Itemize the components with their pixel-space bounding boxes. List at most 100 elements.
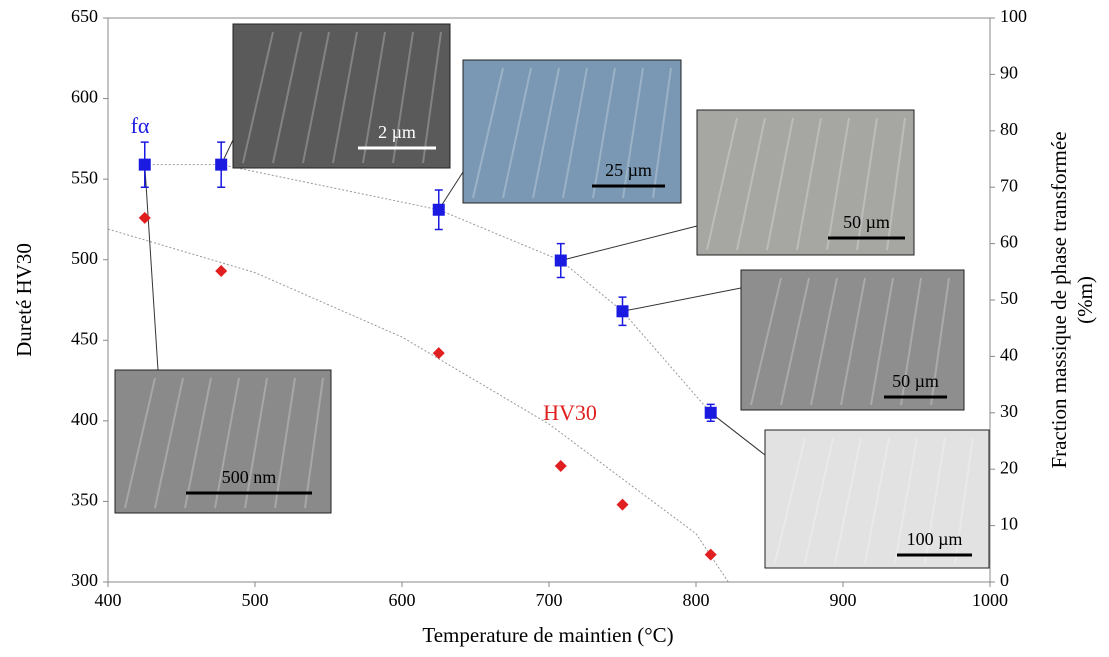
y2-tick-label: 100	[1000, 6, 1027, 26]
x-tick-label: 700	[536, 590, 563, 610]
micrograph-texture	[864, 437, 890, 564]
series-label: HV30	[543, 400, 597, 425]
micrograph-inset	[232, 23, 451, 169]
micrograph-texture	[954, 437, 974, 564]
micrograph-texture	[886, 117, 906, 251]
micrograph-texture	[774, 437, 806, 564]
micrograph-texture	[622, 67, 644, 199]
micrograph-texture	[750, 277, 782, 406]
micrograph-texture	[930, 277, 950, 406]
data-point	[616, 305, 629, 318]
data-point	[138, 158, 151, 171]
micrograph-texture	[652, 67, 672, 199]
micrograph-texture	[924, 437, 946, 564]
x-tick-label: 600	[389, 590, 416, 610]
data-point	[704, 406, 717, 419]
trend-line	[144, 164, 712, 414]
inset-connector	[144, 164, 159, 371]
micrograph-texture	[894, 437, 918, 564]
micrograph-texture	[332, 31, 358, 164]
y2-tick-label: 60	[1000, 232, 1018, 252]
y2-tick-label: 90	[1000, 63, 1018, 83]
x-axis-title: Temperature de maintien (°C)	[422, 623, 673, 647]
micrograph-texture	[304, 377, 324, 509]
inset-connector	[560, 225, 698, 262]
y2-tick-label: 70	[1000, 175, 1018, 195]
micrograph-inset	[696, 109, 915, 256]
micrograph-texture	[840, 277, 866, 406]
y2-tick-label: 20	[1000, 457, 1018, 477]
scale-label: 2 µm	[378, 122, 416, 142]
scale-label: 50 µm	[892, 371, 939, 391]
y2-tick-label: 80	[1000, 119, 1018, 139]
y-axis-title: Dureté HV30	[12, 243, 36, 357]
y2-axis-title: (%m)	[1073, 276, 1097, 324]
micrograph-texture	[184, 377, 212, 509]
x-tick-label: 900	[830, 590, 857, 610]
y2-tick-label: 10	[1000, 514, 1018, 534]
data-point	[704, 548, 717, 561]
scale-label: 50 µm	[843, 212, 890, 232]
y2-tick-label: 40	[1000, 345, 1018, 365]
y-tick-label: 450	[71, 328, 98, 348]
y2-tick-label: 50	[1000, 288, 1018, 308]
y-tick-label: 650	[71, 6, 98, 26]
scale-label: 100 µm	[907, 529, 963, 549]
micrograph-texture	[422, 31, 442, 164]
micrograph-texture	[392, 31, 414, 164]
micrograph-inset	[114, 369, 332, 514]
micrograph-texture	[834, 437, 862, 564]
micrograph-texture	[826, 117, 850, 251]
micrograph-inset	[462, 59, 682, 204]
data-point	[215, 264, 228, 277]
x-tick-label: 1000	[972, 590, 1008, 610]
y-tick-label: 500	[71, 248, 98, 268]
y2-tick-label: 30	[1000, 401, 1018, 421]
micrograph-texture	[242, 31, 274, 164]
data-point	[616, 498, 629, 511]
data-point	[554, 254, 567, 267]
micrograph-texture	[272, 31, 302, 164]
inset-connector	[438, 171, 464, 211]
micrograph-texture	[856, 117, 878, 251]
micrograph-texture	[214, 377, 240, 509]
y2-tick-label: 0	[1000, 570, 1009, 590]
data-point	[138, 211, 151, 224]
micrograph-texture	[810, 277, 838, 406]
micrograph-texture	[124, 377, 156, 509]
x-tick-label: 800	[683, 590, 710, 610]
micrograph-texture	[706, 117, 738, 251]
micrograph-texture	[804, 437, 834, 564]
x-tick-label: 500	[242, 590, 269, 610]
y-tick-label: 600	[71, 87, 98, 107]
micrograph-texture	[736, 117, 766, 251]
data-point	[215, 158, 228, 171]
data-point	[554, 459, 567, 472]
micrograph-texture	[900, 277, 922, 406]
y2-axis-title: Fraction massique de phase transformée	[1047, 131, 1071, 468]
micrograph-texture	[362, 31, 386, 164]
scale-label: 25 µm	[605, 160, 652, 180]
data-point	[432, 203, 445, 216]
micrograph-texture	[766, 117, 794, 251]
x-tick-label: 400	[95, 590, 122, 610]
micrograph-texture	[592, 67, 616, 199]
micrograph-texture	[154, 377, 184, 509]
micrograph-texture	[472, 67, 504, 199]
micrograph-texture	[780, 277, 810, 406]
scale-label: 500 nm	[222, 467, 277, 487]
y-tick-label: 550	[71, 167, 98, 187]
data-point	[432, 347, 445, 360]
micrograph-texture	[302, 31, 330, 164]
inset-connector	[710, 412, 766, 456]
series-label: fα	[131, 113, 150, 138]
micrograph-inset	[740, 269, 965, 411]
micrograph-texture	[244, 377, 268, 509]
micrograph-texture	[274, 377, 296, 509]
inset-connector	[622, 287, 742, 312]
trend-line	[107, 228, 729, 583]
micrograph-texture	[532, 67, 560, 199]
micrograph-texture	[870, 277, 894, 406]
